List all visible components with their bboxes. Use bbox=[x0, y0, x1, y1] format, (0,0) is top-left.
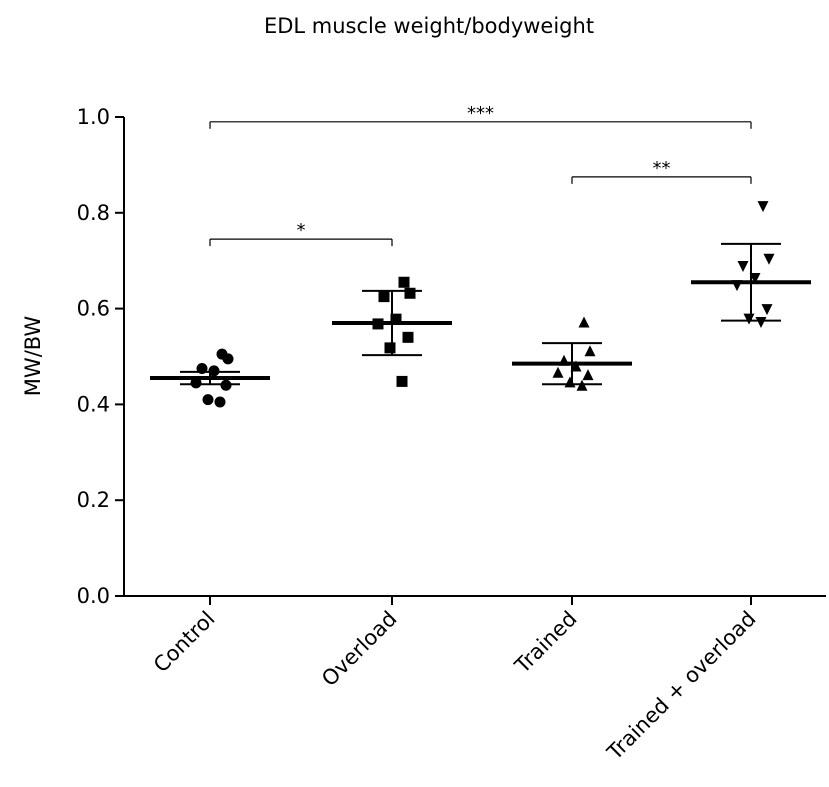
data-point bbox=[384, 342, 396, 354]
data-point bbox=[755, 317, 767, 329]
data-point bbox=[190, 377, 202, 389]
x-category-label: Control bbox=[149, 607, 220, 678]
data-point bbox=[402, 331, 414, 343]
error-bars bbox=[150, 242, 811, 386]
data-point bbox=[378, 291, 390, 303]
significance-bracket: ** bbox=[571, 158, 752, 184]
error-bar-group bbox=[691, 242, 811, 322]
data-point bbox=[552, 366, 564, 378]
y-tick-label: 0.8 bbox=[77, 201, 110, 225]
data-point bbox=[558, 354, 570, 366]
data-point bbox=[398, 276, 410, 288]
x-category-label: Trained + overload bbox=[602, 607, 761, 766]
data-point bbox=[737, 260, 749, 272]
significance-bracket: * bbox=[209, 220, 393, 247]
data-point bbox=[208, 365, 220, 377]
data-point bbox=[763, 253, 775, 265]
error-bar-group bbox=[512, 342, 632, 386]
data-point bbox=[202, 394, 214, 406]
data-point bbox=[761, 304, 773, 316]
significance-label: * bbox=[297, 220, 306, 241]
significance-brackets: ****** bbox=[209, 103, 752, 247]
y-tick-label: 0.6 bbox=[77, 297, 110, 321]
y-tick-label: 1.0 bbox=[77, 105, 110, 129]
data-point bbox=[220, 379, 232, 391]
y-tick-label: 0.2 bbox=[77, 488, 110, 512]
data-point bbox=[749, 272, 761, 284]
significance-label: ** bbox=[653, 158, 671, 179]
y-tick-label: 0.4 bbox=[77, 392, 110, 416]
data-point bbox=[584, 345, 596, 357]
chart-title: EDL muscle weight/bodyweight bbox=[264, 14, 594, 38]
data-point bbox=[396, 375, 408, 387]
data-point bbox=[576, 379, 588, 391]
data-point bbox=[582, 369, 594, 381]
data-point bbox=[564, 376, 576, 388]
series-points bbox=[552, 316, 596, 391]
data-point bbox=[578, 316, 590, 328]
data-point bbox=[570, 360, 582, 372]
data-point bbox=[372, 318, 384, 330]
data-point bbox=[390, 313, 402, 325]
x-category-label: Overload bbox=[317, 607, 401, 691]
x-category-label: Trained bbox=[510, 607, 582, 679]
axes: 0.0 0.2 0.4 0.6 0.8 1.0 Control Overload Trained… bbox=[77, 105, 826, 765]
data-points bbox=[190, 201, 775, 408]
series-points bbox=[731, 201, 775, 329]
series-points bbox=[190, 348, 234, 408]
data-point bbox=[214, 396, 226, 408]
data-point bbox=[731, 280, 743, 292]
y-axis-label: MW/BW bbox=[21, 316, 45, 397]
data-point bbox=[196, 362, 208, 374]
data-point bbox=[222, 353, 234, 365]
y-tick-label: 0.0 bbox=[77, 584, 110, 608]
data-point bbox=[404, 287, 416, 299]
significance-bracket: *** bbox=[209, 103, 752, 129]
data-point bbox=[743, 313, 755, 325]
series-points bbox=[372, 276, 416, 387]
data-point bbox=[757, 201, 769, 213]
significance-label: *** bbox=[467, 103, 494, 124]
